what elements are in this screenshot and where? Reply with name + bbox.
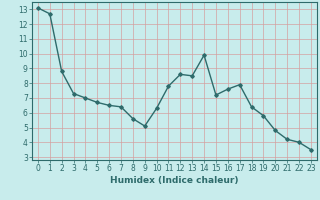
- X-axis label: Humidex (Indice chaleur): Humidex (Indice chaleur): [110, 176, 239, 185]
